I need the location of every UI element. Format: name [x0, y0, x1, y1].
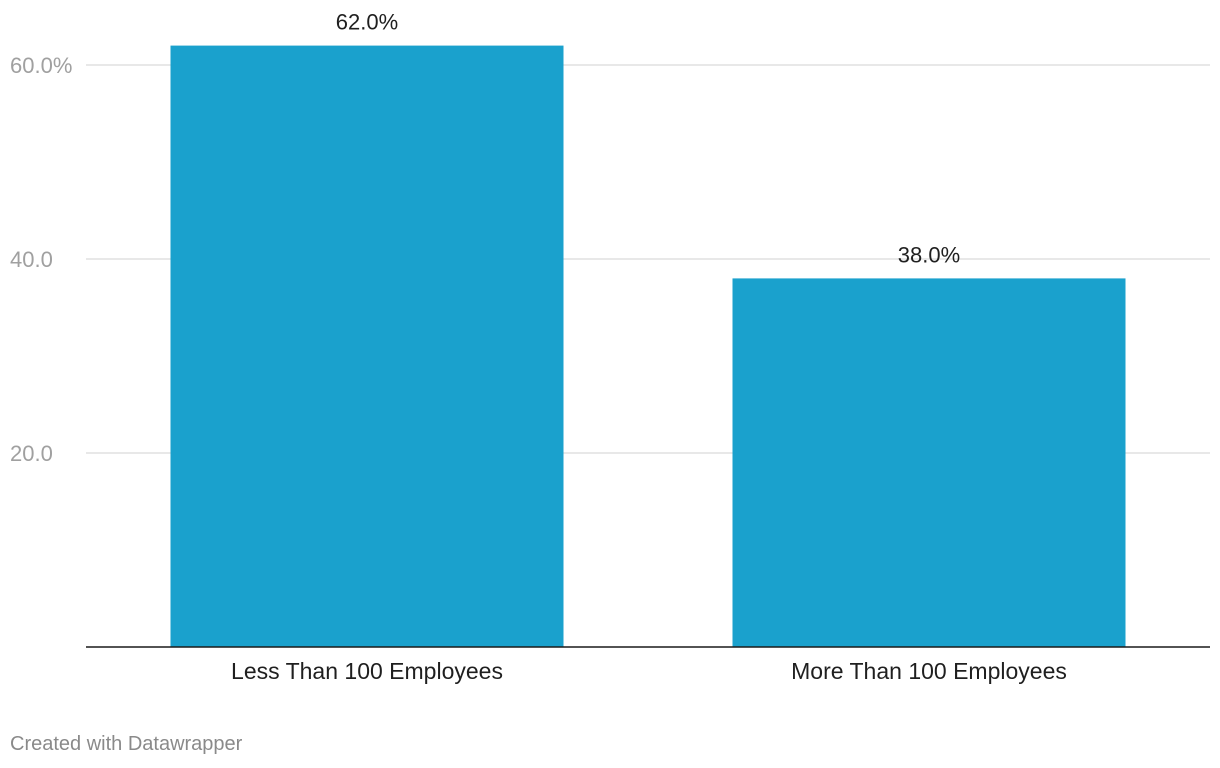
bar-value-label: 38.0% [898, 242, 960, 267]
category-label: More Than 100 Employees [791, 658, 1067, 684]
bar [732, 278, 1126, 647]
bar [170, 45, 564, 648]
credit-text: Created with Datawrapper [10, 733, 243, 755]
bar-value-label: 62.0% [336, 10, 398, 35]
category-label: Less Than 100 Employees [231, 658, 503, 684]
labels: 20.0 40.0 60.0% 62.0% Less Than 100 Employee… [10, 10, 1067, 684]
y-tick-label: 40.0 [10, 247, 53, 272]
y-tick-label: 60.0% [10, 53, 72, 78]
y-tick-label: 20.0 [10, 441, 53, 466]
bars [170, 45, 1126, 648]
